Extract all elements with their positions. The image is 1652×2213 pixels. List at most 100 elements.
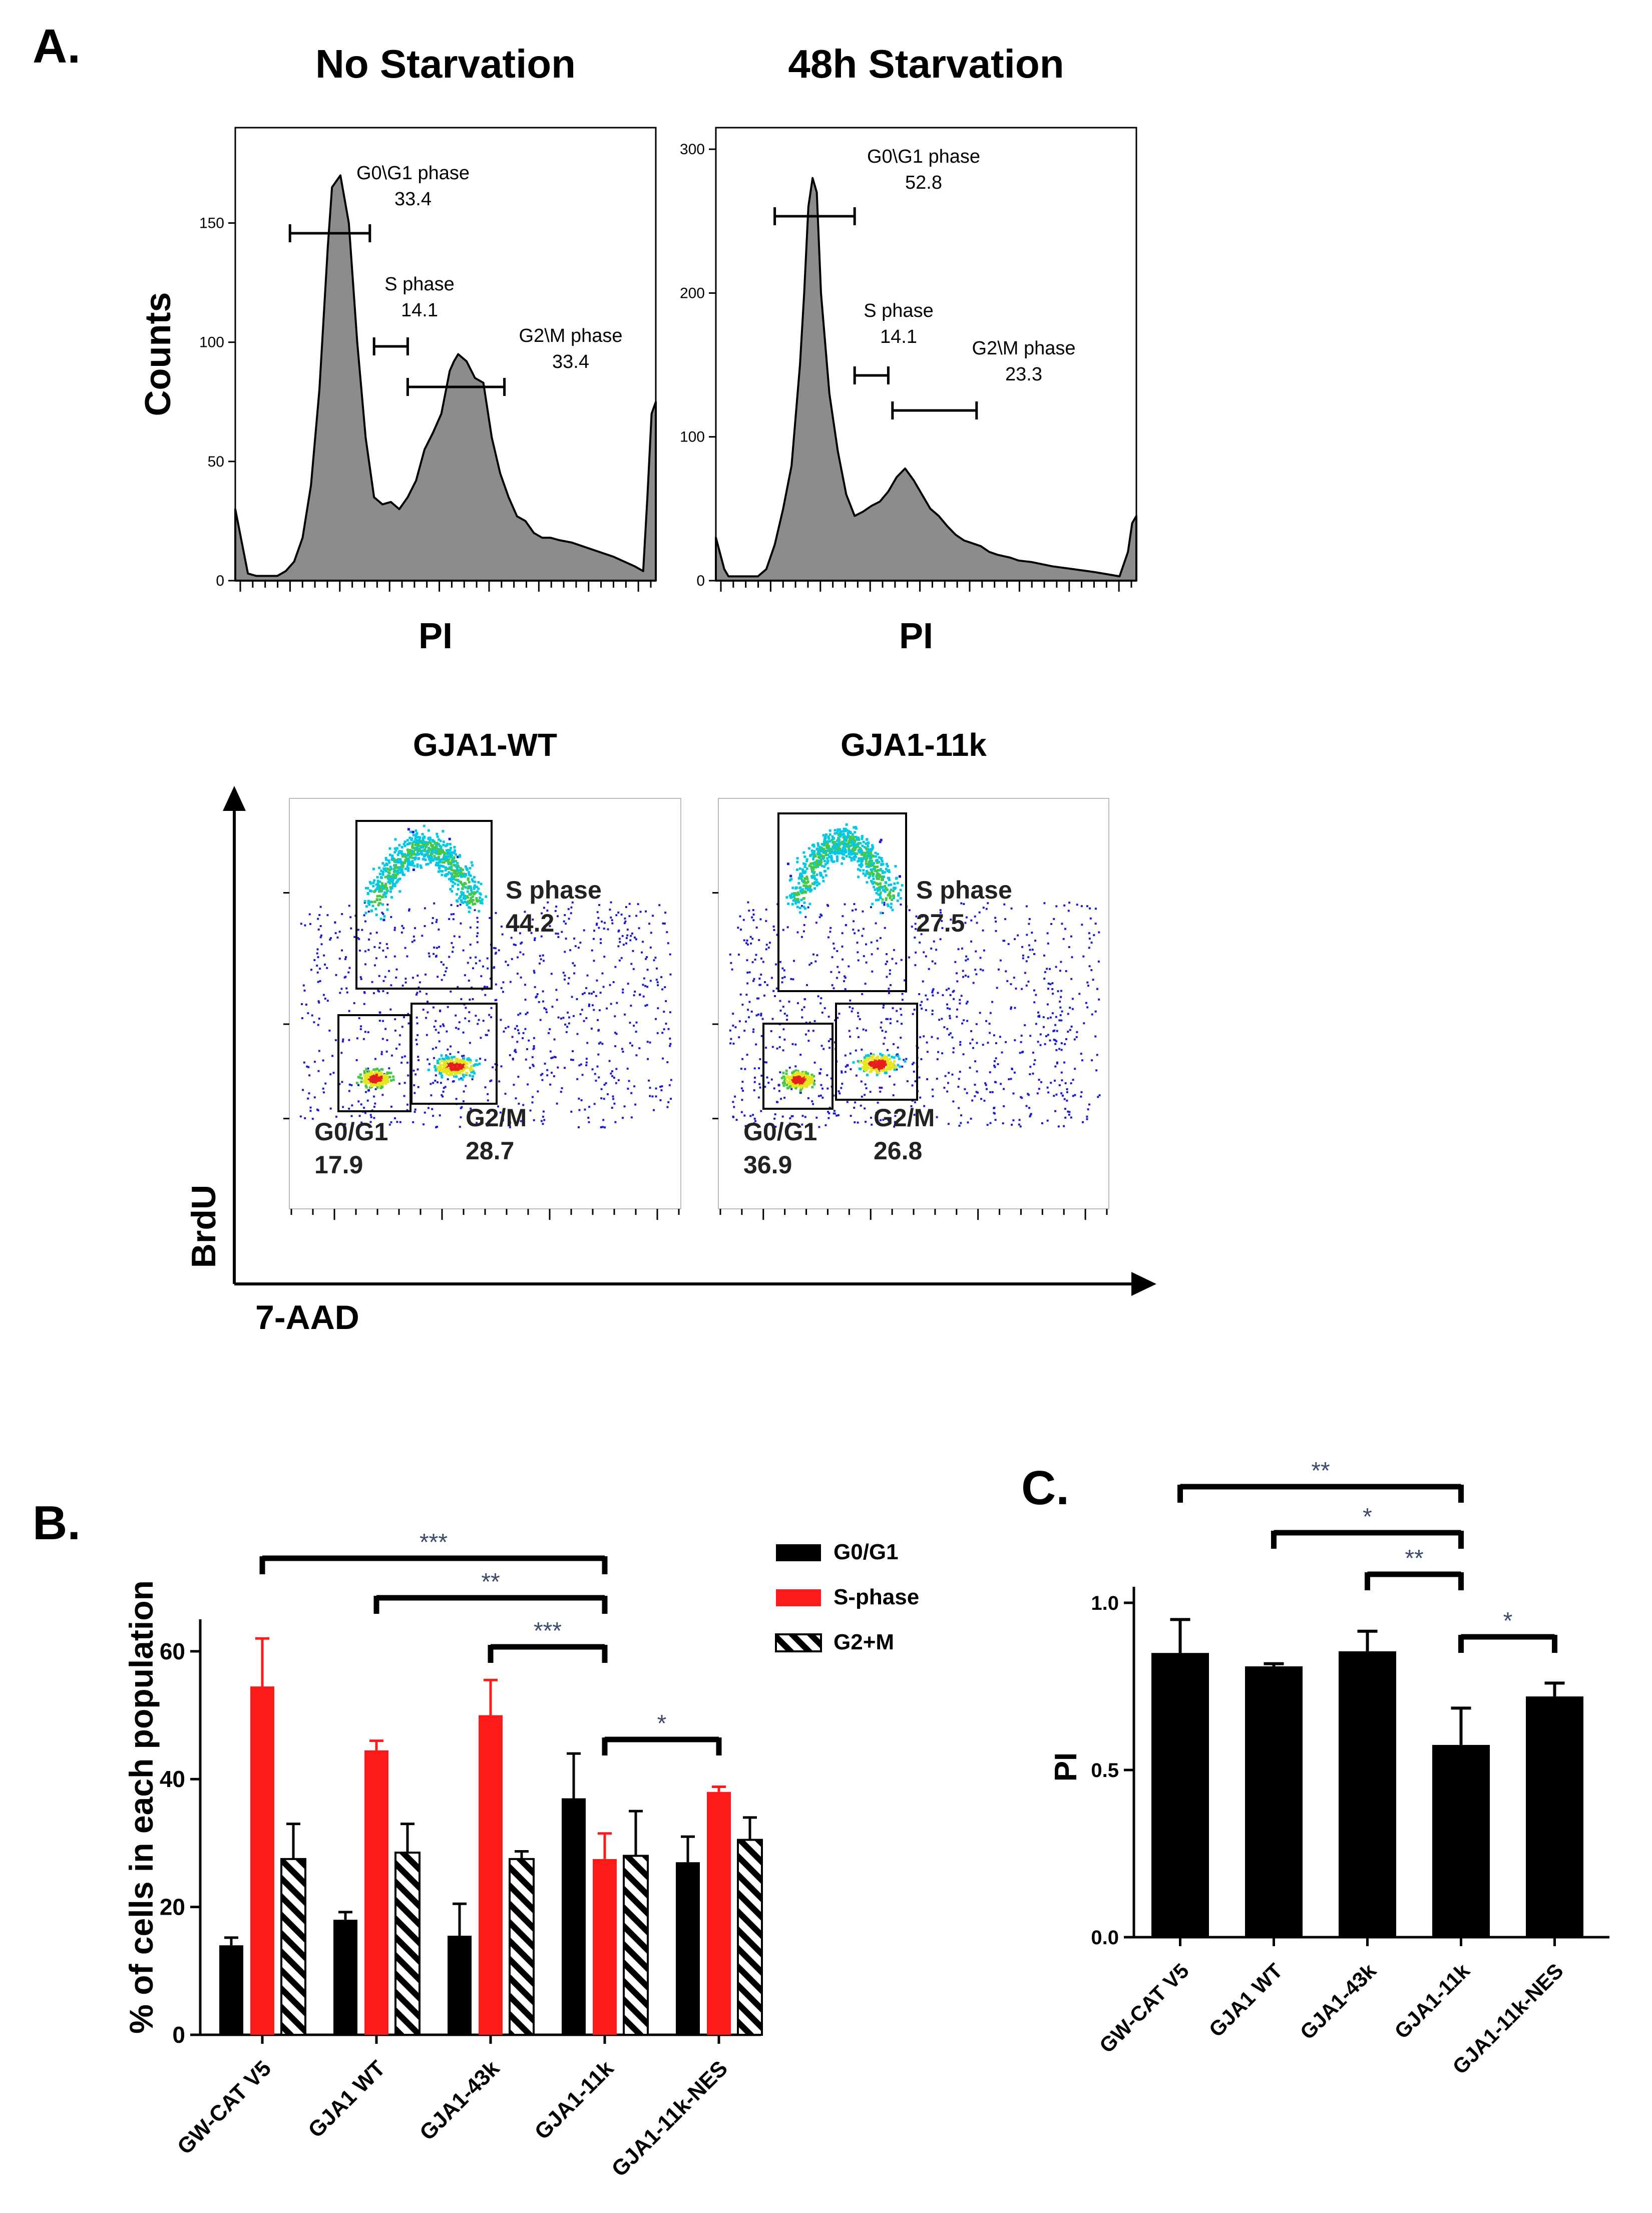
scatter-dot bbox=[489, 1080, 492, 1082]
scatter-dot bbox=[772, 990, 775, 992]
scatter-dot bbox=[796, 1002, 799, 1005]
scatter-dot bbox=[463, 882, 466, 885]
scatter-dot bbox=[752, 1114, 754, 1116]
scatter-dot bbox=[451, 873, 454, 876]
scatter-dot bbox=[796, 1071, 799, 1074]
scatter-dot bbox=[445, 1066, 448, 1069]
scatter-dot bbox=[593, 930, 595, 932]
scatter-dot bbox=[789, 1122, 791, 1125]
scatter-dot bbox=[1052, 993, 1054, 995]
scatter-dot bbox=[804, 1074, 807, 1077]
scatter-dot bbox=[861, 835, 864, 838]
scatter-dot bbox=[407, 867, 410, 870]
scatter-dot bbox=[417, 1068, 419, 1071]
scatter-dot bbox=[949, 1015, 951, 1017]
scatter-dot bbox=[383, 864, 386, 867]
scatter-dot bbox=[796, 898, 799, 901]
scatter-dot bbox=[859, 1068, 862, 1071]
scatter-dot bbox=[363, 1003, 365, 1005]
scatter-dot bbox=[317, 918, 319, 920]
scatter-dot bbox=[889, 897, 892, 900]
scatter-dot bbox=[507, 1026, 510, 1028]
scatter-dot bbox=[853, 846, 856, 849]
scatter-dot bbox=[471, 901, 474, 904]
scatter-dot bbox=[623, 922, 626, 925]
scatter-dot bbox=[881, 1030, 884, 1032]
scatter-dot bbox=[827, 846, 830, 849]
scatter-dot bbox=[1005, 970, 1007, 973]
scatter-dot bbox=[921, 916, 924, 918]
scatter-dot bbox=[348, 1083, 351, 1086]
scatter-dot bbox=[751, 938, 754, 940]
scatter-dot bbox=[747, 901, 749, 904]
scatter-dot bbox=[376, 882, 379, 885]
scatter-dot bbox=[733, 1106, 735, 1108]
scatter-dot bbox=[734, 1026, 737, 1029]
scatter-dot bbox=[829, 833, 832, 836]
scatter-dot bbox=[888, 1054, 890, 1057]
scatter-dot bbox=[414, 853, 417, 856]
scatter-dot bbox=[472, 998, 474, 1000]
scatter-dot bbox=[773, 1117, 776, 1120]
scatter-dot bbox=[401, 855, 404, 858]
scatter-dot bbox=[932, 994, 934, 997]
scatter-dot bbox=[1068, 946, 1070, 948]
scatter-dot bbox=[753, 1067, 756, 1070]
scatter-dot bbox=[446, 1060, 449, 1063]
scatter-dot bbox=[403, 1016, 405, 1019]
scatter-dot bbox=[458, 1021, 461, 1024]
scatter-dot bbox=[885, 963, 887, 965]
scatter-dot bbox=[424, 1111, 426, 1114]
scatter-dot bbox=[946, 1090, 949, 1093]
scatter-dot bbox=[622, 988, 624, 991]
scatter-dot bbox=[866, 838, 869, 841]
scatter-dot bbox=[387, 868, 390, 871]
scatter-dot bbox=[440, 849, 443, 852]
scatter-dot bbox=[406, 1061, 409, 1064]
scatter-dot bbox=[456, 899, 459, 902]
scatter-dot bbox=[860, 1104, 862, 1107]
scatter-dot bbox=[861, 935, 864, 937]
scatter-dot bbox=[1082, 955, 1085, 958]
scatter-dot bbox=[614, 1045, 617, 1047]
scatter-dot bbox=[757, 1096, 760, 1099]
scatter-dot bbox=[782, 929, 784, 931]
scatter-dot bbox=[469, 1074, 472, 1077]
scatter-dot bbox=[865, 1066, 868, 1069]
scatter-dot bbox=[767, 947, 770, 949]
scatter-dot bbox=[844, 1071, 847, 1073]
scatter-dot bbox=[958, 1107, 960, 1109]
scatter-dot bbox=[384, 875, 387, 878]
scatter-dot bbox=[594, 1073, 596, 1075]
scatter-dot bbox=[838, 1013, 841, 1015]
significance-stars: *** bbox=[534, 1618, 562, 1644]
scatter-dot bbox=[460, 1116, 462, 1119]
scatter-dot bbox=[880, 912, 883, 915]
scatter-dot bbox=[381, 872, 384, 875]
scatter-dot bbox=[514, 944, 517, 946]
scatter-dot bbox=[870, 906, 872, 909]
bar-S-phase bbox=[707, 1792, 731, 2035]
scatter-dot bbox=[1096, 1054, 1098, 1056]
scatter-dot bbox=[959, 999, 961, 1001]
scatter-dot bbox=[827, 840, 830, 843]
scatter-dot bbox=[435, 1029, 437, 1031]
scatter-dot bbox=[611, 922, 614, 925]
gate-box-g2 bbox=[835, 1003, 918, 1101]
scatter-dot bbox=[795, 1085, 798, 1088]
scatter-dot bbox=[635, 915, 638, 917]
scatter-dot bbox=[430, 853, 433, 856]
scatter-dot bbox=[388, 1076, 391, 1079]
scatter-dot bbox=[452, 918, 455, 921]
scatter-dot bbox=[532, 1064, 534, 1066]
scatter-dot bbox=[804, 1080, 807, 1083]
scatter-dot bbox=[377, 1072, 380, 1075]
significance-stars: ** bbox=[1311, 1458, 1330, 1484]
scatter-dot bbox=[320, 934, 322, 937]
scatter-dot bbox=[323, 954, 325, 957]
legend-label: G0/G1 bbox=[834, 1540, 899, 1564]
scatter-dot bbox=[828, 1040, 830, 1042]
scatter-dot bbox=[760, 1014, 762, 1017]
bar-G2+M bbox=[623, 1855, 649, 2036]
scatter-dot bbox=[412, 1069, 415, 1072]
